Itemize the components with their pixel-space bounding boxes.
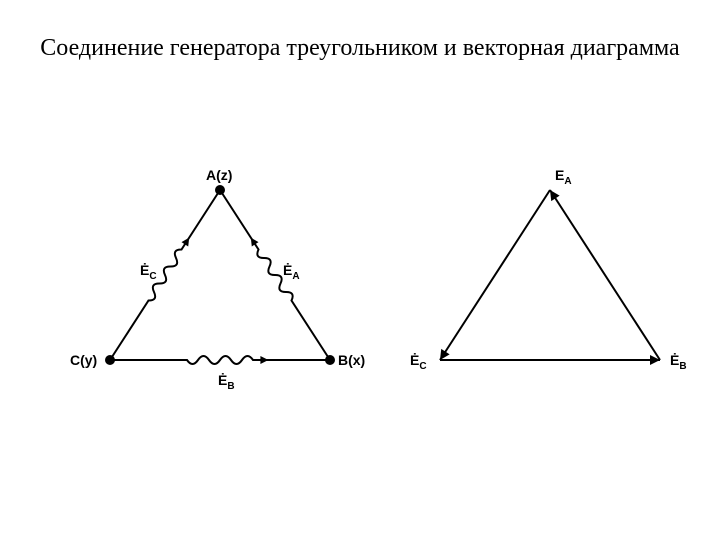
svg-text:ĖC: ĖC [410, 352, 427, 372]
diagram-svg: A(z) B(x) C(y) ĖA ĖB ĖC ĖA ĖB ĖC [0, 170, 720, 450]
svg-text:ĖA: ĖA [283, 262, 300, 282]
page-title: Соединение генератора треугольником и ве… [0, 35, 720, 62]
svg-text:ĖB: ĖB [218, 372, 235, 392]
diagrams: A(z) B(x) C(y) ĖA ĖB ĖC ĖA ĖB ĖC [0, 170, 720, 450]
svg-text:ĖB: ĖB [670, 352, 687, 372]
svg-text:C(y): C(y) [70, 352, 97, 368]
svg-text:A(z): A(z) [206, 170, 232, 183]
svg-text:ĖA: ĖA [555, 170, 572, 187]
circuit-triangle: A(z) B(x) C(y) ĖA ĖB ĖC [70, 170, 365, 392]
phasor-diagram: ĖA ĖB ĖC [410, 170, 687, 372]
svg-text:B(x): B(x) [338, 352, 365, 368]
svg-text:ĖC: ĖC [140, 262, 157, 282]
